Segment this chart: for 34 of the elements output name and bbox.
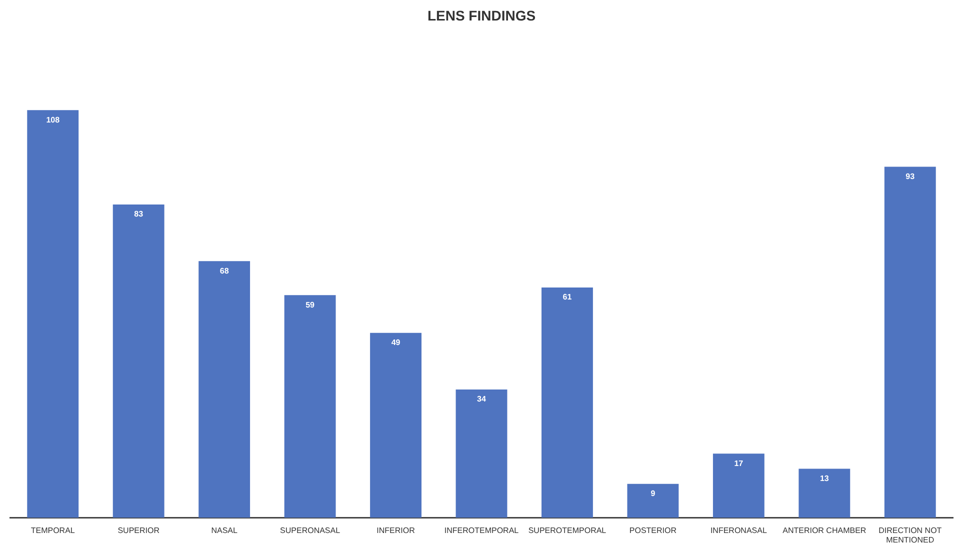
x-tick-label: INFERIOR [376, 526, 416, 535]
x-tick-label: NASAL [211, 526, 238, 535]
data-label: 17 [734, 458, 744, 468]
x-tick-label: POSTERIOR [629, 526, 677, 535]
data-label: 83 [134, 210, 144, 219]
data-label: 9 [650, 489, 656, 498]
bar [370, 332, 422, 518]
bar [284, 295, 336, 518]
x-tick-label: TEMPORAL [30, 526, 76, 535]
bar [798, 468, 850, 518]
bar [884, 166, 936, 518]
x-tick-label: INFERONASAL [710, 526, 768, 535]
data-label: 93 [906, 172, 916, 181]
x-tick-label: SUPERONASAL [280, 526, 341, 535]
x-tick-label: ANTERIOR CHAMBER [782, 526, 866, 535]
bar [456, 389, 508, 518]
x-tick-label: DIRECTION NOT MENTIONED [878, 526, 942, 544]
bar [27, 110, 79, 518]
chart-title: LENS FINDINGS [427, 7, 536, 24]
data-label: 108 [46, 115, 60, 124]
bar [198, 261, 250, 518]
data-label: 61 [562, 292, 572, 302]
bar [712, 454, 764, 518]
x-tick-label: INFEROTEMPORAL [444, 526, 520, 535]
data-label: 59 [306, 300, 316, 310]
x-tick-label: SUPERIOR [118, 526, 160, 535]
data-label: 34 [477, 394, 486, 404]
bar [627, 484, 679, 518]
data-label: 68 [220, 266, 230, 276]
bar [542, 288, 593, 518]
data-label: 13 [820, 474, 830, 483]
x-tick-label: SUPEROTEMPORAL [528, 526, 607, 535]
data-label: 49 [391, 338, 401, 348]
bar [112, 204, 164, 518]
